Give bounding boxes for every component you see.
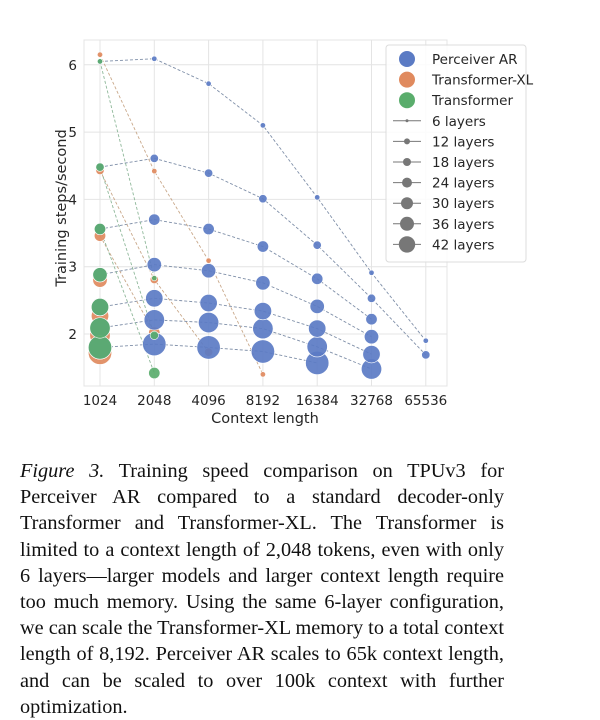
data-point [148,213,161,226]
data-point [198,312,220,334]
legend-label: 6 layers [432,114,486,130]
data-point [97,58,104,65]
legend: Perceiver AR Transformer-XL Transformer 6 l… [385,44,534,263]
series-line [99,319,372,370]
data-point [88,335,113,360]
x-tick-label: 32768 [350,393,393,409]
legend-marker [399,51,415,67]
data-point [146,257,162,273]
series-line [99,297,372,355]
data-point [199,294,218,313]
figure-caption: Figure 3. Training speed comparison on T… [20,458,504,720]
legend-label: Transformer-XL [431,73,534,89]
series-line [99,264,372,338]
series-line [99,343,318,364]
data-point [202,223,215,236]
data-point [314,194,321,201]
data-point [145,289,164,308]
y-tick-label: 4 [68,192,77,208]
legend-marker [399,71,415,88]
data-point [201,263,217,279]
data-point [89,317,111,339]
training-speed-chart: 1024 2048 4096 8192 16384 32768 65536 2 3 4 5 6 Con… [54,39,534,427]
legend-label: Transformer [431,93,513,109]
x-tick-label: 4096 [191,393,225,409]
data-points [88,51,431,380]
data-point [256,240,269,253]
data-point [368,269,375,276]
legend-marker [402,177,412,188]
data-point [363,329,379,345]
legend-marker [399,92,415,109]
data-point [204,168,214,178]
data-point [94,223,107,236]
legend-marker [398,236,416,253]
legend-marker [405,119,409,123]
data-point [97,51,104,58]
series-line [99,228,155,374]
data-point [309,298,325,314]
caption-label: Figure 3. [20,460,105,482]
caption-text: Training speed comparison on TPUv3 for P… [20,460,505,718]
x-tick-label: 8192 [246,393,280,409]
legend-marker [403,158,411,166]
legend-label: 12 layers [432,134,494,150]
y-tick-label: 3 [68,260,77,276]
legend-box [385,44,527,263]
data-point [151,55,158,62]
data-point [151,275,158,282]
series-line [99,54,264,375]
legend-label: 42 layers [432,237,494,253]
legend-label: Perceiver AR [432,52,517,68]
data-point [252,318,274,340]
legend-marker [404,138,410,145]
data-point [362,345,381,364]
data-point [95,162,105,172]
data-point [366,293,376,303]
data-point [253,302,272,321]
data-point [250,339,275,364]
data-point [92,267,108,283]
data-point [312,240,322,250]
series-line [99,61,155,279]
y-tick-label: 2 [68,327,77,343]
series-line [99,166,155,336]
data-point [196,335,221,360]
tick-labels: 1024 2048 4096 8192 16384 32768 65536 2 3 4 5 6 [68,58,447,409]
y-tick-label: 6 [68,58,77,74]
data-point [422,337,429,344]
data-point [365,313,378,326]
x-tick-label: 1024 [83,393,117,409]
x-tick-label: 2048 [137,393,171,409]
y-tick-label: 5 [68,125,77,141]
data-point [149,153,159,163]
legend-label: 30 layers [432,196,494,212]
data-point [151,168,158,175]
legend-label: 36 layers [432,217,494,233]
data-point [205,80,212,87]
legend-label: 24 layers [432,176,494,192]
x-tick-label: 65536 [404,393,447,409]
data-point [258,194,268,204]
legend-label: 18 layers [432,155,494,171]
data-point [259,122,266,129]
data-point [143,309,165,331]
x-tick-label: 16384 [296,393,339,409]
data-point [308,319,327,338]
data-point [255,275,271,291]
data-point [149,330,159,340]
data-point [311,272,324,285]
legend-marker [401,197,413,210]
y-axis-label: Training steps/second [54,129,70,287]
data-point [91,298,110,317]
data-point [421,350,431,360]
x-axis-label: Context length [211,411,319,427]
legend-marker [400,216,414,231]
data-point [148,367,161,380]
data-point [306,336,328,358]
series-line [99,219,372,320]
data-point [205,257,212,264]
data-point [259,371,266,378]
